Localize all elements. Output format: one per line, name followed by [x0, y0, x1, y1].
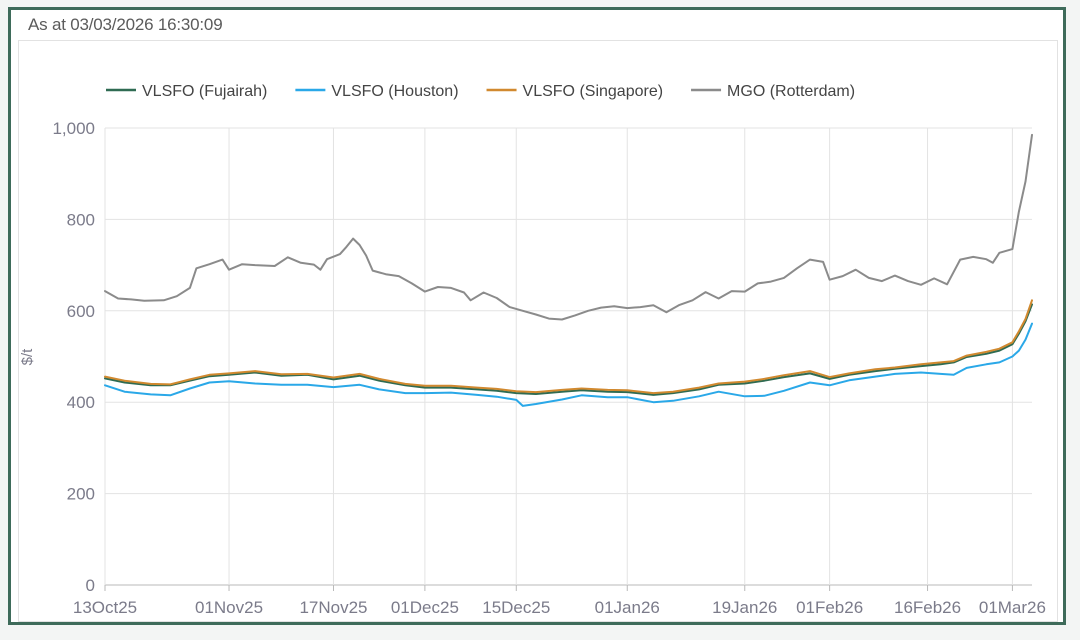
x-tick-label: 13Oct25	[73, 598, 137, 617]
y-tick-label: 1,000	[52, 119, 95, 138]
legend-item[interactable]: VLSFO (Fujairah)	[106, 83, 267, 100]
x-tick-label: 16Feb26	[894, 598, 961, 617]
y-tick-label: 0	[86, 576, 95, 595]
y-axis-label: $/t	[19, 348, 36, 366]
x-tick-label: 01Jan26	[595, 598, 660, 617]
series-line-2	[104, 322, 1033, 407]
y-tick-label: 800	[67, 210, 95, 229]
timestamp-label: As at 03/03/2026 16:30:09	[28, 15, 223, 34]
series-line-4	[104, 133, 1033, 321]
legend-label: VLSFO (Singapore)	[523, 83, 664, 100]
legend-label: VLSFO (Fujairah)	[142, 83, 267, 100]
y-tick-label: 400	[67, 393, 95, 412]
series-line-3	[104, 299, 1033, 395]
x-tick-label: 17Nov25	[299, 598, 367, 617]
legend-label: MGO (Rotterdam)	[727, 83, 855, 100]
y-tick-label: 600	[67, 302, 95, 321]
x-tick-label: 01Nov25	[195, 598, 263, 617]
x-tick-label: 01Mar26	[979, 598, 1046, 617]
legend-item[interactable]: VLSFO (Houston)	[295, 83, 459, 100]
x-tick-label: 01Feb26	[796, 598, 863, 617]
axes: 0 200 400 600 800 1,000 13Oct25 01Nov25 17Nov25 0…	[52, 119, 1046, 617]
chart-card	[18, 40, 1058, 622]
x-tick-label: 15Dec25	[482, 598, 550, 617]
legend-item[interactable]: VLSFO (Singapore)	[486, 83, 664, 100]
legend-label: VLSFO (Houston)	[331, 83, 458, 100]
legend-item[interactable]: MGO (Rotterdam)	[691, 83, 855, 100]
x-tick-label: 19Jan26	[712, 598, 777, 617]
series-line-1	[104, 303, 1033, 396]
series-lines	[104, 133, 1033, 407]
x-tick-label: 01Dec25	[391, 598, 459, 617]
grid-lines	[104, 127, 1032, 586]
y-tick-label: 200	[67, 485, 95, 504]
legend[interactable]: VLSFO (Fujairah) VLSFO (Houston) VLSFO (Si…	[106, 83, 855, 100]
